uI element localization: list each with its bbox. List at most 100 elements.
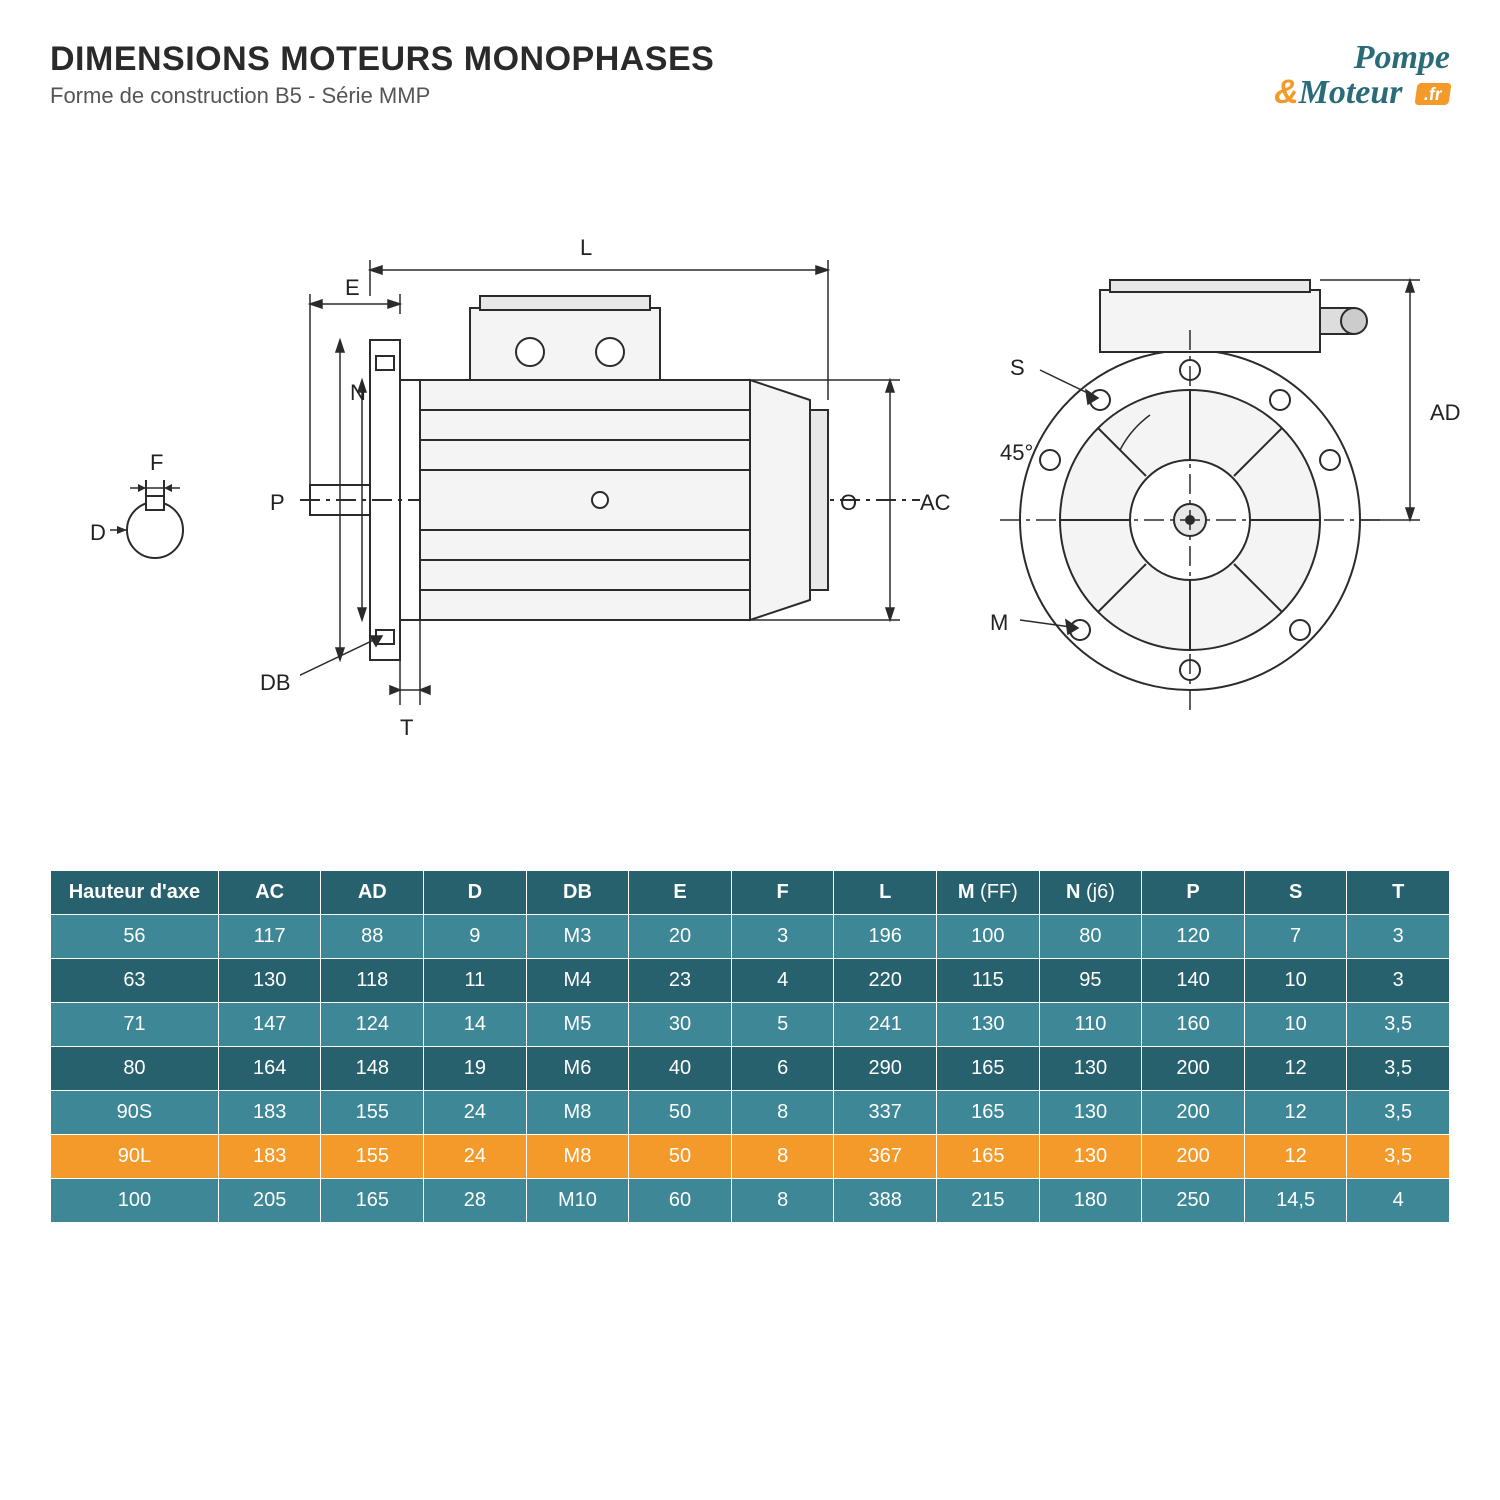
motor-side-view [300,260,920,740]
table-row: 8016414819M6406290165130200123,5 [51,1047,1450,1091]
col-12: T [1347,871,1450,915]
diagram-area: L E F D P N DB T O AC S 45° M AD [50,140,1450,840]
label-E: E [345,275,360,301]
cell: 20 [629,915,732,959]
cell: 10 [1244,959,1347,1003]
label-angle: 45° [1000,440,1033,466]
cell: 24 [424,1135,527,1179]
cell: 4 [1347,1179,1450,1223]
label-F: F [150,450,163,476]
label-DB: DB [260,670,291,696]
label-M: M [990,610,1008,636]
cell: 8 [731,1091,834,1135]
cell: 50 [629,1135,732,1179]
cell: 196 [834,915,937,959]
cell: 120 [1142,915,1245,959]
label-AC: AC [920,490,951,516]
table-body: 56117889M320319610080120736313011811M423… [51,915,1450,1223]
cell: 155 [321,1091,424,1135]
cell: M10 [526,1179,629,1223]
cell: 90S [51,1091,219,1135]
col-6: F [731,871,834,915]
cell: 164 [218,1047,321,1091]
col-5: E [629,871,732,915]
cell: 3,5 [1347,1091,1450,1135]
col-7: L [834,871,937,915]
label-T: T [400,715,413,741]
label-S: S [1010,355,1025,381]
label-P: P [270,490,285,516]
cell: 148 [321,1047,424,1091]
cell: 118 [321,959,424,1003]
cell: M4 [526,959,629,1003]
cell: 388 [834,1179,937,1223]
cell: 56 [51,915,219,959]
cell: 8 [731,1179,834,1223]
table-row: 10020516528M1060838821518025014,54 [51,1179,1450,1223]
cell: 250 [1142,1179,1245,1223]
cell: 28 [424,1179,527,1223]
table-row: 90L18315524M8508367165130200123,5 [51,1135,1450,1179]
col-11: S [1244,871,1347,915]
label-O: O [840,490,857,516]
page-subtitle: Forme de construction B5 - Série MMP [50,83,714,109]
header: DIMENSIONS MOTEURS MONOPHASES Forme de c… [50,40,1450,110]
cell: 100 [51,1179,219,1223]
cell: 80 [1039,915,1142,959]
cell: 130 [937,1003,1040,1047]
cell: M3 [526,915,629,959]
cell: 30 [629,1003,732,1047]
table-row: 7114712414M5305241130110160103,5 [51,1003,1450,1047]
cell: 200 [1142,1135,1245,1179]
dimensions-table: Hauteur d'axeACADDDBEFLM (FF)N (j6)PST 5… [50,870,1450,1223]
cell: 23 [629,959,732,1003]
table-row: 6313011811M423422011595140103 [51,959,1450,1003]
cell: 200 [1142,1091,1245,1135]
col-4: DB [526,871,629,915]
logo-line2: Moteur [1299,74,1403,111]
cell: 7 [1244,915,1347,959]
cell: 3,5 [1347,1135,1450,1179]
cell: 215 [937,1179,1040,1223]
cell: M8 [526,1135,629,1179]
cell: 165 [937,1135,1040,1179]
table-row: 56117889M32031961008012073 [51,915,1450,959]
cell: 3,5 [1347,1047,1450,1091]
cell: 12 [1244,1135,1347,1179]
logo-line1: Pompe [1354,39,1450,76]
label-N: N [350,380,366,406]
cell: 147 [218,1003,321,1047]
logo-amp: & [1274,73,1299,111]
cell: 367 [834,1135,937,1179]
col-8: M (FF) [937,871,1040,915]
cell: 95 [1039,959,1142,1003]
cell: 200 [1142,1047,1245,1091]
cell: 337 [834,1091,937,1135]
cell: 180 [1039,1179,1142,1223]
cell: 183 [218,1091,321,1135]
cell: 40 [629,1047,732,1091]
cell: 24 [424,1091,527,1135]
cell: 130 [1039,1047,1142,1091]
cell: 165 [937,1091,1040,1135]
cell: 205 [218,1179,321,1223]
page-title: DIMENSIONS MOTEURS MONOPHASES [50,40,714,79]
cell: 124 [321,1003,424,1047]
cell: M5 [526,1003,629,1047]
col-9: N (j6) [1039,871,1142,915]
cell: 3 [1347,915,1450,959]
cell: 110 [1039,1003,1142,1047]
cell: 88 [321,915,424,959]
cell: 12 [1244,1091,1347,1135]
cell: 130 [218,959,321,1003]
cell: 3,5 [1347,1003,1450,1047]
cell: 183 [218,1135,321,1179]
cell: 9 [424,915,527,959]
cell: 14 [424,1003,527,1047]
col-3: D [424,871,527,915]
cell: 8 [731,1135,834,1179]
cell: M8 [526,1091,629,1135]
cell: 3 [1347,959,1450,1003]
cell: 130 [1039,1091,1142,1135]
cell: 155 [321,1135,424,1179]
